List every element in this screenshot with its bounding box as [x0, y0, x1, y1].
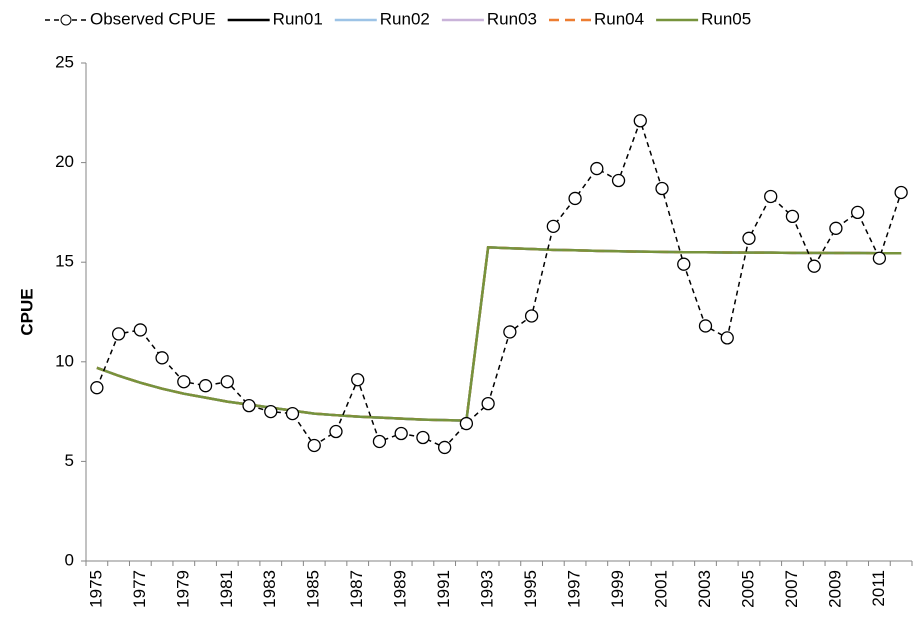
data-point	[851, 205, 865, 220]
data-point	[872, 251, 887, 265]
data-point	[524, 309, 539, 323]
data-point	[677, 257, 691, 271]
data-point	[655, 181, 669, 196]
legend-label: Run05	[701, 9, 751, 28]
legend-marker	[60, 14, 72, 26]
data-point	[111, 327, 126, 341]
data-point	[264, 404, 278, 419]
data-point	[220, 375, 234, 389]
data-point	[90, 381, 104, 395]
data-point	[633, 114, 647, 128]
series-line	[96, 245, 902, 422]
y-tick-label: 0	[65, 550, 74, 569]
y-tick-label: 5	[65, 451, 74, 470]
y-tick-label: 10	[55, 351, 74, 370]
data-point	[785, 209, 800, 224]
x-tick-label: 2009	[825, 570, 844, 608]
x-tick-label: 1979	[173, 570, 192, 608]
data-point	[568, 191, 582, 206]
legend-label: Run03	[487, 9, 537, 28]
data-point	[829, 221, 843, 235]
x-tick-label: 2001	[652, 570, 671, 608]
x-tick-label: 1985	[304, 570, 323, 608]
series-line	[96, 245, 902, 422]
data-point	[503, 325, 517, 339]
data-point	[394, 426, 408, 441]
x-tick-label: 1975	[86, 570, 105, 608]
data-point	[351, 373, 365, 387]
legend-label: Run04	[594, 9, 644, 28]
data-point	[198, 379, 213, 393]
x-tick-label: 1999	[608, 570, 627, 608]
y-tick-label: 25	[55, 52, 74, 71]
data-point	[481, 396, 495, 411]
x-tick-label: 1983	[260, 570, 279, 608]
x-tick-label: 2011	[869, 570, 888, 607]
x-tick-label: 1991	[434, 570, 453, 608]
x-tick-label: 2003	[695, 570, 714, 608]
data-point	[438, 440, 452, 455]
legend-label: Run01	[273, 9, 323, 28]
x-tick-label: 2005	[738, 570, 757, 608]
data-point	[177, 375, 191, 389]
legend-label: Run02	[380, 9, 430, 28]
series-line	[96, 245, 902, 422]
data-point	[894, 185, 908, 200]
data-point	[590, 161, 604, 176]
x-tick-label: 2007	[782, 570, 801, 608]
data-point	[742, 231, 756, 245]
x-tick-label: 1997	[565, 570, 584, 608]
x-tick-label: 1995	[521, 570, 540, 608]
y-tick-label: 20	[55, 152, 74, 171]
x-tick-label: 1987	[347, 570, 366, 608]
data-point	[764, 189, 778, 204]
x-tick-label: 1977	[130, 570, 149, 608]
x-tick-label: 1981	[217, 570, 236, 608]
data-point	[720, 331, 734, 345]
series-line	[96, 245, 902, 422]
data-point	[329, 424, 343, 439]
y-axis-label: CPUE	[17, 288, 36, 335]
data-point	[459, 416, 474, 431]
data-point	[133, 323, 147, 337]
series-line	[96, 245, 902, 422]
data-point	[416, 430, 430, 445]
data-point	[372, 434, 387, 449]
data-point	[698, 319, 713, 333]
legend-label: Observed CPUE	[90, 9, 216, 28]
data-point	[285, 406, 300, 421]
data-point	[155, 351, 169, 365]
x-tick-label: 1989	[391, 570, 410, 608]
data-point	[242, 398, 256, 413]
series-line	[96, 118, 902, 449]
data-point	[611, 173, 626, 188]
data-point	[307, 438, 321, 453]
data-point	[807, 259, 821, 273]
x-tick-label: 1993	[478, 570, 497, 608]
data-point	[546, 219, 560, 233]
y-tick-label: 15	[55, 252, 74, 271]
